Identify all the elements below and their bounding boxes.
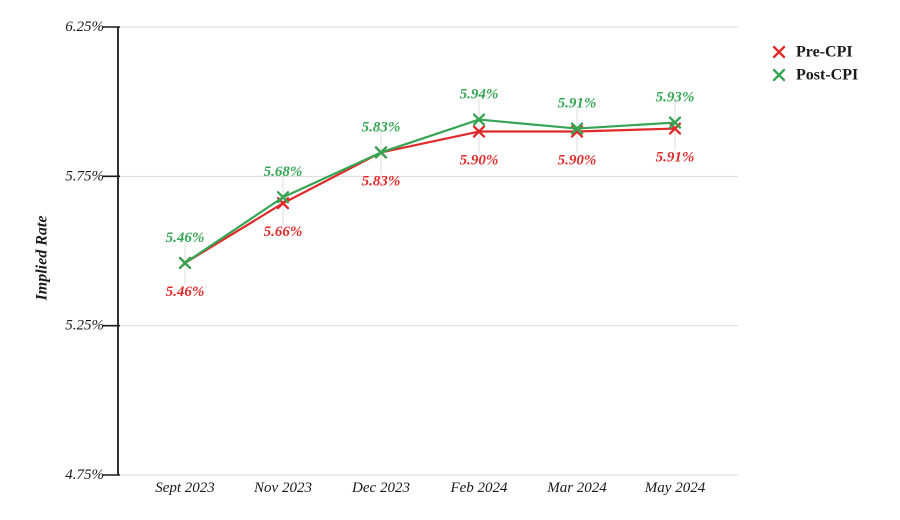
data-point-marker-post-cpi [570,122,584,135]
data-point-label-pre-cpi: 5.90% [558,153,597,169]
data-point-label-pre-cpi: 5.90% [460,153,499,169]
data-point-label-pre-cpi: 5.46% [166,284,205,300]
data-point-label-post-cpi: 5.46% [166,230,205,246]
data-point-marker-post-cpi [178,256,192,270]
data-point-marker-post-cpi [668,116,682,129]
legend-item-pre-cpi: Pre-CPI [772,44,853,61]
data-point-label-pre-cpi: 5.83% [362,173,401,189]
x-tick-label: Nov 2023 [253,480,312,496]
x-tick-label: Feb 2024 [449,480,508,496]
legend-pre-cpi-x-marker-icon [772,45,786,59]
data-labels-layer: 5.46% 5.66% 5.83% 5.90% 5.90% 5.91% 5.46% 5.68%… [166,87,695,300]
legend-item-label: Post-CPI [796,67,858,84]
x-tick-label: Dec 2023 [351,480,410,496]
gridlines-layer [118,26,738,476]
legend-item-post-cpi: Post-CPI [772,67,858,84]
y-tick-label: 5.75% [65,168,104,184]
data-point-label-post-cpi: 5.93% [656,90,695,106]
data-point-marker-post-cpi [276,191,290,204]
x-tick-label: Mar 2024 [546,480,607,496]
data-point-label-post-cpi: 5.91% [558,96,597,112]
data-point-label-post-cpi: 5.94% [460,87,499,103]
legend-post-cpi-x-marker-icon [772,68,786,82]
axes-layer: 6.25% 5.75% 5.25% 4.75% Sept 2023 Nov 2023 Dec… [65,19,705,496]
data-point-label-post-cpi: 5.68% [264,164,303,180]
data-point-label-post-cpi: 5.83% [362,119,401,135]
y-tick-label: 6.25% [65,19,104,35]
data-point-marker-post-cpi [472,113,486,126]
legend-item-label: Pre-CPI [796,44,853,61]
series-layer [178,113,682,270]
data-point-marker-pre-cpi [472,125,486,138]
y-tick-label: 5.25% [65,318,104,334]
series-line-post-cpi [184,118,676,264]
data-point-label-pre-cpi: 5.66% [264,224,303,240]
x-tick-label: Sept 2023 [155,480,215,496]
data-point-label-pre-cpi: 5.91% [656,150,695,166]
y-axis-title: Implied Rate [34,216,51,302]
legend: Pre-CPI Post-CPI [772,44,858,84]
x-tick-label: May 2024 [644,480,706,496]
y-tick-label: 4.75% [65,467,104,483]
series-line-pre-cpi [184,127,676,264]
data-point-marker-post-cpi [374,146,388,159]
